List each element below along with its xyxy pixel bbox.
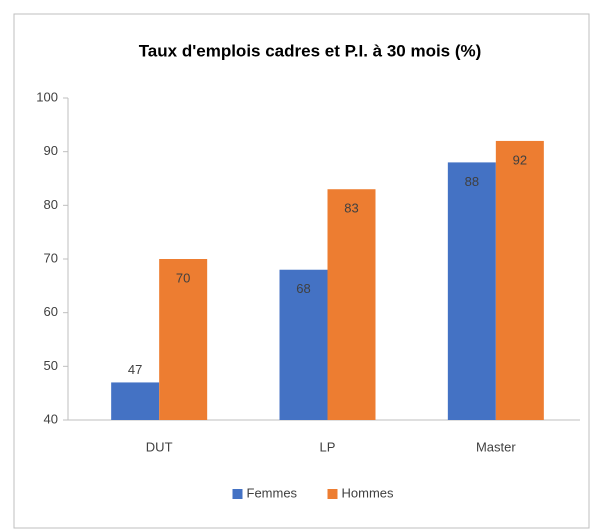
legend-swatch xyxy=(327,489,338,499)
x-tick-label: Master xyxy=(476,439,516,454)
y-tick-label: 80 xyxy=(44,197,58,212)
bar xyxy=(111,382,160,420)
data-label: 68 xyxy=(296,281,310,296)
legend-label: Hommes xyxy=(342,485,395,500)
data-label: 88 xyxy=(465,174,479,189)
y-tick-label: 100 xyxy=(36,89,58,104)
y-tick-label: 70 xyxy=(44,250,58,265)
bar xyxy=(279,269,328,420)
data-label: 92 xyxy=(513,152,527,167)
bar xyxy=(447,162,496,420)
data-label: 47 xyxy=(128,362,142,377)
bar xyxy=(159,259,208,420)
y-tick-label: 90 xyxy=(44,143,58,158)
legend-swatch xyxy=(232,489,243,499)
y-tick-label: 40 xyxy=(44,411,58,426)
y-tick-label: 50 xyxy=(44,358,58,373)
bar xyxy=(495,140,544,420)
data-label: 70 xyxy=(176,270,190,285)
legend-label: Femmes xyxy=(247,485,298,500)
x-tick-label: LP xyxy=(320,439,336,454)
y-tick-label: 60 xyxy=(44,304,58,319)
bar xyxy=(327,189,376,420)
chart-title: Taux d'emplois cadres et P.I. à 30 mois … xyxy=(139,41,482,60)
x-tick-label: DUT xyxy=(146,439,173,454)
data-label: 83 xyxy=(344,201,358,216)
